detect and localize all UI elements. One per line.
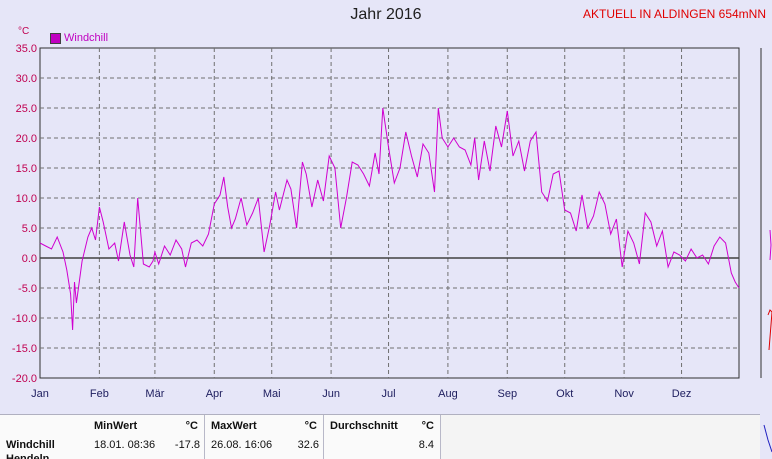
y-axis-ticks: 35.0 30.0 25.0 20.0 15.0 10.0 5.0 0.0 -5.0 -10.0 -… (12, 43, 37, 385)
x-tick-label: Dez (672, 388, 692, 400)
legend-label: Windchill (64, 32, 109, 44)
legend: Windchill (50, 32, 108, 44)
chart-title: Jahr 2016 (350, 6, 422, 23)
y-axis-unit: °C (18, 26, 30, 37)
stats-avg-cell: Durchschnitt °C 8.4 (324, 415, 441, 459)
x-tick-label: Jan (31, 388, 49, 400)
stats-label-cell: Windchill Hendeln (0, 415, 89, 459)
windchill-line (39, 107, 740, 331)
y-tick-label: -5.0 (18, 283, 37, 295)
stats-max-cell: MaxWert °C 26.08. 16:06 32.6 (205, 415, 324, 459)
location-banner: AKTUELL IN ALDINGEN 654mNN (583, 7, 766, 21)
y-tick-label: 5.0 (22, 223, 37, 235)
avg-unit: °C (421, 420, 434, 432)
x-tick-label: Okt (556, 388, 573, 400)
x-tick-label: Mai (263, 388, 281, 400)
y-tick-label: 15.0 (16, 163, 37, 175)
min-time: 18.01. 08:36 (94, 439, 156, 451)
y-tick-label: -10.0 (12, 313, 37, 325)
x-tick-label: Apr (206, 388, 223, 400)
y-tick-label: 10.0 (16, 193, 37, 205)
max-value: 32.6 (297, 439, 319, 451)
y-tick-label: 20.0 (16, 133, 37, 145)
x-tick-label: Aug (438, 388, 458, 400)
y-tick-label: 35.0 (16, 43, 37, 55)
stats-row-label: Windchill (6, 439, 55, 451)
max-unit: °C (304, 420, 317, 432)
x-tick-label: Nov (614, 388, 634, 400)
x-tick-label: Mär (145, 388, 164, 400)
x-tick-label: Jun (322, 388, 340, 400)
y-tick-label: -15.0 (12, 343, 37, 355)
legend-swatch (50, 32, 61, 44)
y-tick-label: 0.0 (22, 253, 37, 265)
min-value: -17.8 (174, 439, 200, 451)
stats-min-cell: MinWert °C 18.01. 08:36 -17.8 (88, 415, 205, 459)
min-unit: °C (185, 420, 198, 432)
x-axis-ticks: Jan Feb Mär Apr Mai Jun Jul Aug Sep Okt Nov Dez (31, 388, 691, 400)
avg-header: Durchschnitt (330, 420, 398, 432)
min-header: MinWert (94, 420, 138, 432)
avg-value: 8.4 (418, 439, 434, 451)
x-tick-label: Jul (382, 388, 396, 400)
x-tick-label: Feb (90, 388, 109, 400)
y-tick-label: 25.0 (16, 103, 37, 115)
adjacent-chart-fragment (760, 48, 772, 453)
max-header: MaxWert (211, 420, 257, 432)
stats-table: Windchill Hendeln MinWert °C 18.01. 08:3… (0, 414, 760, 459)
y-tick-label: 30.0 (16, 73, 37, 85)
y-tick-label: -20.0 (12, 373, 37, 385)
max-time: 26.08. 16:06 (211, 439, 273, 451)
chart-area: 35.0 30.0 25.0 20.0 15.0 10.0 5.0 0.0 -5.0 -10.0 -… (12, 43, 740, 400)
x-tick-label: Sep (497, 388, 517, 400)
stats-row-label-2: Hendeln (6, 453, 50, 459)
plot-frame (39, 47, 740, 379)
